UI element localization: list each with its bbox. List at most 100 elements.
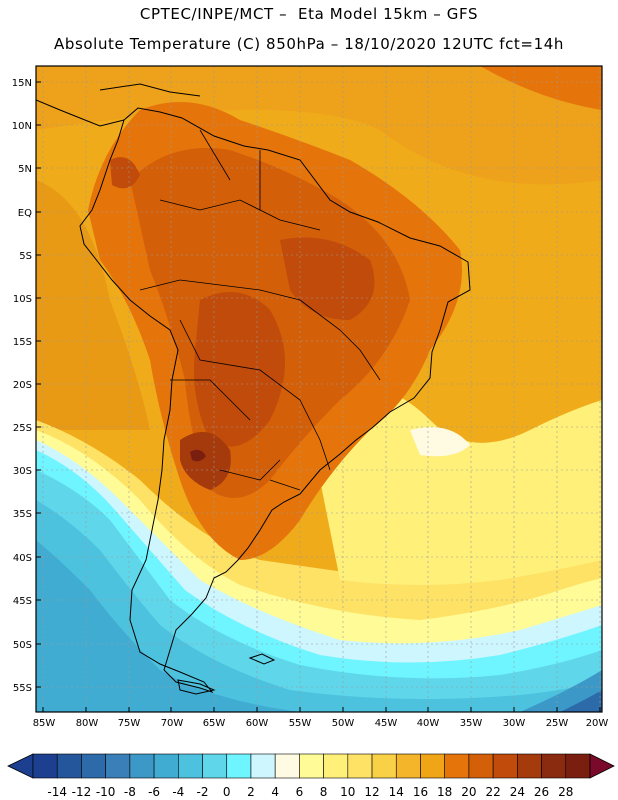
colorbar-label: 24 (510, 785, 525, 799)
lon-label: 25W (546, 718, 569, 729)
south-america-coastline (79, 107, 471, 694)
colorbar-swatch (492, 753, 518, 779)
lon-label: 80W (76, 718, 99, 729)
lat-label: 55S (13, 683, 32, 694)
colorbar-label: 4 (271, 785, 279, 799)
field-pacific (36, 180, 150, 430)
colorbar-label: 6 (296, 785, 304, 799)
lat-label: 5S (19, 251, 32, 262)
field-interior-brazil (280, 237, 375, 320)
lon-label: 50W (332, 718, 355, 729)
colorbar-swatch (347, 753, 373, 779)
lon-label: 85W (33, 718, 56, 729)
tierra-del-fuego (177, 679, 216, 695)
colorbar-label: 22 (485, 785, 500, 799)
chart-title-line2: Absolute Temperature (C) 850hPa – 18/10/… (54, 35, 564, 53)
colorbar-label: 18 (437, 785, 452, 799)
colorbar-label: -6 (148, 785, 160, 799)
colorbar-swatch (299, 753, 324, 779)
colorbar-label: -14 (47, 785, 67, 799)
lat-label: 40S (13, 553, 32, 564)
colorbar-swatch (105, 753, 131, 779)
country-borders (139, 129, 381, 491)
colorbar-label: 26 (534, 785, 549, 799)
field-atl-cool (300, 378, 602, 585)
colorbar-swatch (323, 753, 349, 779)
colorbar-label: -12 (72, 785, 92, 799)
field-band-0 (36, 500, 602, 712)
falklands (248, 653, 276, 665)
graticule (36, 66, 602, 712)
temperature-field (36, 66, 602, 712)
colorbar-label: -2 (197, 785, 209, 799)
field-north (36, 66, 602, 185)
colorbar-label: 8 (320, 785, 328, 799)
field-ne-warm (480, 66, 602, 110)
colorbar-swatch (56, 753, 82, 779)
colorbar-label: 20 (461, 785, 476, 799)
colorbar-swatch (153, 753, 179, 779)
field-band-se2 (560, 690, 602, 712)
lat-label: 5N (18, 164, 32, 175)
lat-label: 30S (13, 466, 32, 477)
lat-label: 15S (13, 337, 32, 348)
colorbar-swatch (371, 753, 397, 779)
lat-label: 15N (12, 78, 32, 89)
lon-label: 65W (203, 718, 226, 729)
colorbar-arrow-low (7, 753, 34, 779)
colorbar-label: -8 (124, 785, 136, 799)
lat-label: 45S (13, 596, 32, 607)
colorbar-label: 2 (247, 785, 255, 799)
colorbar-swatch (178, 753, 203, 779)
colorbar-swatch (32, 753, 58, 779)
lon-label: 60W (246, 718, 269, 729)
lat-label: EQ (18, 208, 32, 219)
colorbar-swatch (202, 753, 228, 779)
field-atl-cold-spot (410, 427, 470, 457)
colorbar-label: -4 (172, 785, 184, 799)
colorbar-label: 16 (413, 785, 428, 799)
colorbar-label: 28 (558, 785, 573, 799)
colorbar-swatch (250, 753, 276, 779)
lon-label: 30W (503, 718, 526, 729)
field-hot-max (190, 449, 206, 462)
lon-label: 55W (289, 718, 312, 729)
field-band-m2 (36, 540, 300, 712)
colorbar-swatch (541, 753, 567, 779)
colorbar-label: -10 (96, 785, 116, 799)
colorbar-swatch (274, 753, 300, 779)
colorbar-label: 10 (340, 785, 355, 799)
colorbar: -14 -12 -10 -8 -6 -4 -2 0 2 4 6 8 10 12 14 16 18 20 22 24 26… (7, 753, 615, 799)
lon-label: 75W (118, 718, 141, 729)
colorbar-swatch (226, 753, 252, 779)
colorbar-label: 0 (223, 785, 231, 799)
lat-label: 10S (13, 294, 32, 305)
field-hot-core (180, 432, 231, 490)
caribbean-coast (36, 83, 201, 127)
latitude-labels: 15N 10N 5N EQ 5S 10S 15S 20S 25S 30S 35S… (12, 78, 32, 694)
colorbar-swatch (395, 753, 421, 779)
colorbar-swatch (420, 753, 445, 779)
coastlines-borders (36, 83, 471, 695)
colorbar-label: 14 (389, 785, 404, 799)
lat-label: 35S (13, 509, 32, 520)
plot-frame (35, 65, 603, 713)
lon-label: 20W (586, 718, 609, 729)
chart-title-line1: CPTEC/INPE/MCT – Eta Model 15km – GFS (139, 5, 479, 23)
tick-marks (36, 81, 601, 712)
colorbar-swatch (81, 753, 106, 779)
colorbar-swatch (517, 753, 542, 779)
colorbar-swatch (129, 753, 155, 779)
lat-label: 50S (13, 640, 32, 651)
colorbar-label: 12 (364, 785, 379, 799)
lat-label: 20S (13, 380, 32, 391)
colorbar-arrow-high (589, 753, 615, 779)
lat-label: 25S (13, 423, 32, 434)
colorbar-swatch (565, 753, 591, 779)
field-interior-26 (194, 292, 285, 447)
lat-label: 10N (12, 121, 32, 132)
field-andes-north (110, 157, 140, 189)
lon-label: 40W (417, 718, 440, 729)
lon-label: 70W (161, 718, 184, 729)
